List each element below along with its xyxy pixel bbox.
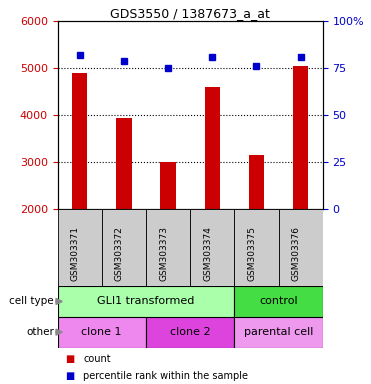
Text: GSM303374: GSM303374 (203, 227, 212, 281)
Bar (58, 209, 102, 286)
Text: GSM303372: GSM303372 (115, 227, 124, 281)
Text: ■: ■ (65, 371, 74, 381)
Bar (249, 155, 264, 209)
Text: ■: ■ (65, 354, 74, 364)
Bar (146, 317, 234, 348)
Text: cell type: cell type (9, 296, 54, 306)
Text: GSM303376: GSM303376 (292, 227, 301, 281)
Text: clone 1: clone 1 (82, 327, 122, 337)
Text: control: control (259, 296, 298, 306)
Bar (160, 162, 176, 209)
Bar (58, 286, 234, 317)
Bar (293, 66, 308, 209)
Bar (234, 209, 279, 286)
Bar (279, 209, 323, 286)
Bar (72, 73, 87, 209)
Title: GDS3550 / 1387673_a_at: GDS3550 / 1387673_a_at (110, 7, 270, 20)
Text: percentile rank within the sample: percentile rank within the sample (83, 371, 249, 381)
Bar (234, 286, 323, 317)
Bar (58, 317, 146, 348)
Bar (204, 87, 220, 209)
Bar (146, 209, 190, 286)
Bar (190, 209, 234, 286)
Text: GSM303375: GSM303375 (247, 227, 256, 281)
Bar (116, 118, 132, 209)
Text: parental cell: parental cell (244, 327, 313, 337)
Text: clone 2: clone 2 (170, 327, 210, 337)
Text: other: other (26, 327, 54, 337)
Text: GLI1 transformed: GLI1 transformed (97, 296, 195, 306)
Text: GSM303373: GSM303373 (159, 227, 168, 281)
Bar (102, 209, 146, 286)
Text: count: count (83, 354, 111, 364)
Bar (234, 317, 323, 348)
Text: GSM303371: GSM303371 (70, 227, 80, 281)
